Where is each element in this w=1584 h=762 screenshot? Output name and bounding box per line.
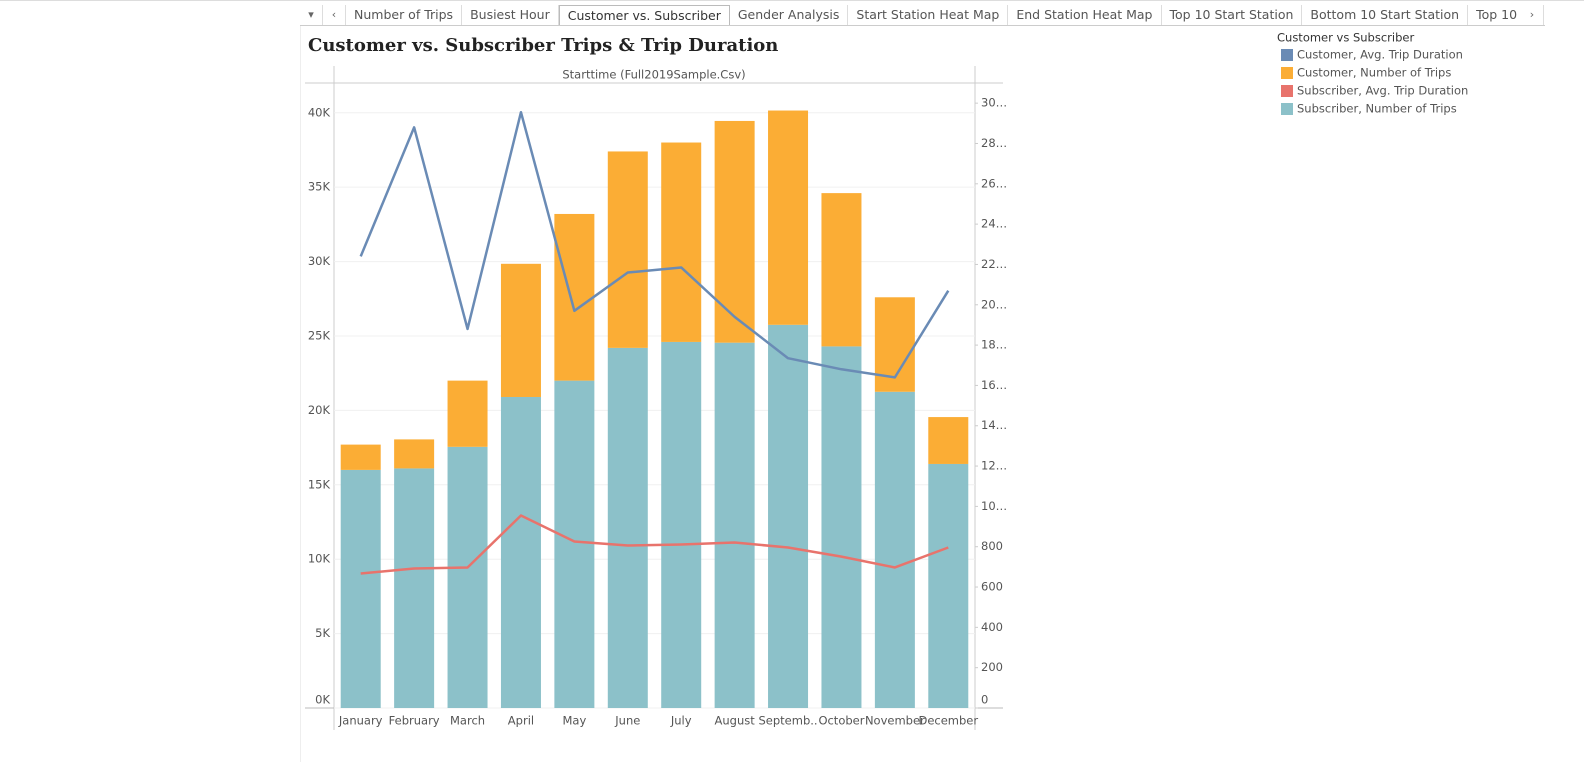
bar (447, 446, 488, 708)
line (360, 514, 949, 575)
bar (661, 142, 702, 342)
legend-swatch (1281, 49, 1293, 61)
y-tick-label: 30K (308, 254, 331, 268)
bar (394, 468, 435, 708)
legend-swatch (1281, 103, 1293, 115)
y-tick-label: 15K (308, 477, 331, 491)
bar (928, 417, 969, 464)
tab[interactable]: End Station Heat Map (1008, 5, 1162, 25)
legend-label: Customer, Number of Trips (1297, 66, 1451, 80)
chart-title: Customer vs. Subscriber Trips & Trip Dur… (308, 35, 778, 56)
x-tick-label: December (918, 714, 978, 728)
bar (500, 263, 541, 397)
x-tick-label: October (818, 714, 864, 728)
y-tick-label: 40K (308, 105, 331, 119)
y2-tick-label: 600 (981, 580, 1003, 594)
y2-tick-label: 24… (981, 217, 1007, 231)
bar (661, 341, 702, 708)
x-tick-label: July (670, 714, 692, 728)
bar (500, 396, 541, 708)
x-tick-label: February (389, 714, 440, 728)
legend-swatch (1281, 85, 1293, 97)
bar (554, 213, 595, 381)
tab-prev[interactable]: ‹ (323, 5, 346, 25)
top-border (0, 0, 1584, 1)
legend-swatch (1281, 67, 1293, 79)
bar (874, 391, 915, 708)
y-tick-label: 25K (308, 328, 331, 342)
y2-tick-label: 800 (981, 539, 1003, 553)
y-tick-label: 10K (308, 552, 331, 566)
tab[interactable]: Number of Trips (346, 5, 463, 25)
tab[interactable]: Customer vs. Subscriber (558, 5, 730, 25)
tab-bar: ▾ ‹ Number of Trips Busiest Hour Customer … (300, 5, 1545, 26)
y-tick-label: 0K (315, 693, 330, 707)
y-tick-label: 35K (308, 180, 331, 194)
bar (714, 342, 755, 708)
bar (768, 110, 809, 325)
bar (340, 444, 381, 470)
tab-list: Number of Trips Busiest Hour Customer vs. … (346, 5, 1521, 25)
bar (607, 347, 648, 708)
tab[interactable]: Top 10 End Station (1468, 5, 1521, 25)
line (359, 110, 950, 379)
bar (928, 463, 969, 708)
tab-menu[interactable]: ▾ (300, 5, 323, 25)
y2-tick-label: 16… (981, 378, 1007, 392)
x-tick-label: Septemb.. (759, 714, 818, 728)
bar (340, 469, 381, 708)
x-tick-label: March (450, 714, 485, 728)
x-tick-label: April (508, 714, 534, 728)
x-header: Starttime (Full2019Sample.Csv) (562, 68, 745, 82)
y2-tick-label: 22… (981, 257, 1007, 271)
left-border (300, 26, 301, 762)
tab[interactable]: Bottom 10 Start Station (1302, 5, 1469, 25)
y2-tick-label: 12… (981, 459, 1007, 473)
tab-next[interactable]: › (1521, 5, 1544, 25)
tab[interactable]: Start Station Heat Map (848, 5, 1009, 25)
bar (394, 439, 435, 469)
y2-tick-label: 20… (981, 297, 1007, 311)
bar (714, 120, 755, 343)
y2-tick-label: 0 (981, 693, 988, 707)
tab[interactable]: Top 10 Start Station (1162, 5, 1303, 25)
bar (821, 346, 862, 708)
bar (821, 193, 862, 347)
x-tick-label: August (715, 714, 756, 728)
y2-tick-label: 14… (981, 418, 1007, 432)
bar (447, 380, 488, 447)
bar (768, 324, 809, 708)
x-tick-label: November (865, 714, 925, 728)
y2-tick-label: 10… (981, 499, 1007, 513)
x-tick-label: June (614, 714, 640, 728)
x-tick-label: January (338, 714, 383, 728)
y2-tick-label: 400 (981, 620, 1003, 634)
legend-label: Subscriber, Avg. Trip Duration (1297, 84, 1468, 98)
legend-label: Customer, Avg. Trip Duration (1297, 48, 1463, 62)
y-tick-label: 5K (315, 626, 330, 640)
bar (554, 380, 595, 708)
y-tick-label: 20K (308, 403, 331, 417)
legend-title: Customer vs Subscriber (1277, 31, 1414, 45)
y2-tick-label: 26… (981, 176, 1007, 190)
legend-label: Subscriber, Number of Trips (1297, 102, 1457, 116)
y2-tick-label: 28… (981, 136, 1007, 150)
y2-tick-label: 18… (981, 338, 1007, 352)
y2-tick-label: 200 (981, 660, 1003, 674)
y2-tick-label: 30… (981, 96, 1007, 110)
bar (607, 151, 648, 348)
tab[interactable]: Gender Analysis (730, 5, 849, 25)
tab[interactable]: Busiest Hour (462, 5, 559, 25)
x-tick-label: May (562, 714, 586, 728)
